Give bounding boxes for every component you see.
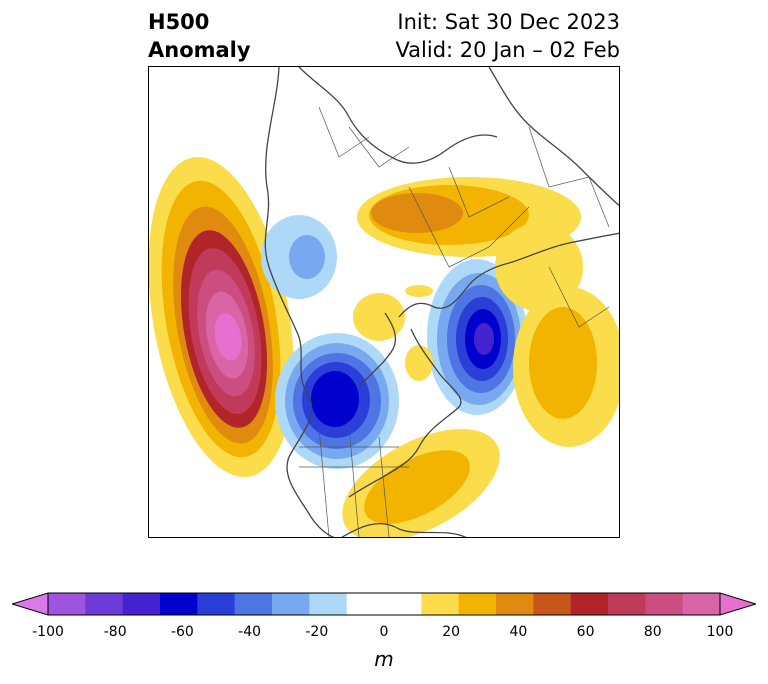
colorbar-segment: [682, 593, 721, 615]
map-title: H500 Anomaly: [148, 8, 251, 64]
borders: [299, 106, 610, 537]
trough-north-atlantic: [427, 259, 527, 415]
title-line-2: Anomaly: [148, 38, 251, 62]
colorbar-tick-label: 80: [643, 624, 662, 640]
ridge-eastern-us: [342, 428, 500, 537]
colorbar-segment: [122, 593, 161, 615]
colorbar: [10, 590, 758, 618]
colorbar-tick-label: -60: [170, 624, 194, 640]
colorbar-segment: [570, 593, 609, 615]
colorbar-segment: [309, 593, 348, 615]
colorbar-tick-label: 100: [706, 624, 734, 640]
colorbar-extend-low: [10, 592, 49, 616]
colorbar-tick-label: -40: [238, 624, 262, 640]
colorbar-segment: [85, 593, 124, 615]
anomaly-map: [148, 66, 620, 538]
colorbar-segment: [533, 593, 572, 615]
colorbar-segment: [48, 593, 86, 615]
colorbar-extend-high: [719, 592, 758, 616]
colorbar-outline: [47, 592, 721, 616]
init-date: Init: Sat 30 Dec 2023: [397, 10, 620, 34]
colorbar-segment: [272, 593, 310, 615]
colorbar-segment: [160, 593, 198, 615]
colorbar-tick-label: 40: [509, 624, 528, 640]
coastlines: [264, 67, 619, 537]
colorbar-unit-label: m: [374, 647, 394, 671]
colorbar-tick-label: 0: [379, 624, 389, 640]
colorbar-segment: [421, 593, 460, 615]
colorbar-tick-label: -100: [32, 624, 64, 640]
colorbar-segment: [346, 593, 385, 615]
colorbar-tick-label: -80: [103, 624, 127, 640]
map-canvas: [149, 67, 619, 537]
colorbar-segment: [458, 593, 497, 615]
colorbar-segment: [197, 593, 236, 615]
ridge-northeast-pacific: [149, 157, 294, 477]
colorbar-graphic: [10, 592, 758, 616]
colorbar-tick-label: 20: [442, 624, 461, 640]
valid-date: Valid: 20 Jan – 02 Feb: [395, 38, 620, 62]
trough-alaska: [261, 215, 337, 299]
trough-western-canada: [275, 333, 399, 469]
colorbar-segment: [496, 593, 534, 615]
title-line-1: H500: [148, 10, 210, 34]
colorbar-segment: [234, 593, 273, 615]
colorbar-segment: [608, 593, 646, 615]
forecast-dates: Init: Sat 30 Dec 2023 Valid: 20 Jan – 02…: [395, 8, 620, 64]
colorbar-tick-label: 60: [576, 624, 595, 640]
colorbar-segment: [645, 593, 684, 615]
colorbar-tick-label: -20: [305, 624, 329, 640]
colorbar-segment: [384, 593, 422, 615]
